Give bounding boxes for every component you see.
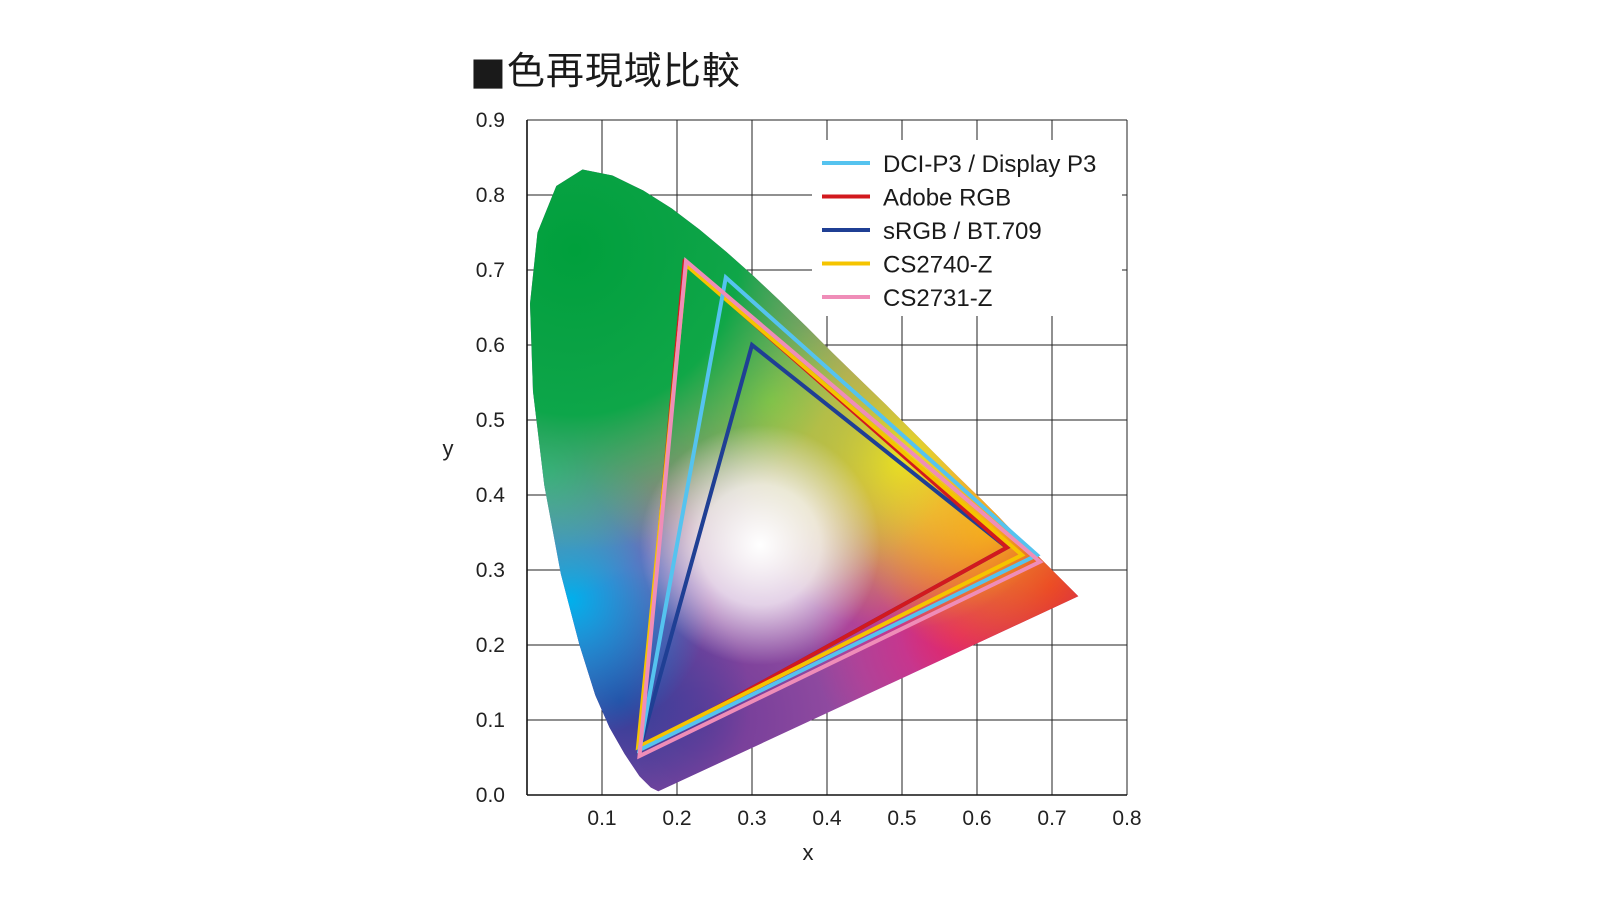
x-tick-label: 0.5: [887, 807, 916, 830]
y-tick-label: 0.7: [476, 259, 505, 282]
legend: DCI-P3 / Display P3 Adobe RGB sRGB / BT.70…: [812, 140, 1122, 316]
y-axis-label: y: [443, 436, 454, 461]
y-tick-label: 0.6: [476, 334, 505, 357]
legend-label: CS2740-Z: [883, 252, 992, 279]
y-tick-label: 0.4: [476, 484, 506, 507]
y-tick-label: 0.9: [476, 109, 505, 132]
x-tick-label: 0.1: [587, 807, 616, 830]
x-tick-label: 0.7: [1037, 807, 1066, 830]
legend-label: CS2731-Z: [883, 285, 992, 312]
chart-title: ■色再現域比較: [470, 49, 741, 93]
gamut-triangle-0: [636, 273, 1041, 754]
y-tick-label: 0.3: [476, 559, 505, 582]
tick-labels: 0.1 0.2 0.3 0.4 0.5 0.6 0.7 0.8 0.0 0.1 0.2 0.3 0.4 0…: [476, 109, 1142, 830]
x-tick-label: 0.2: [662, 807, 691, 830]
gamut-triangle-4: [637, 256, 1044, 760]
x-axis-label: x: [803, 840, 814, 865]
gamut-triangles: [635, 256, 1044, 760]
y-tick-label: 0.0: [476, 784, 505, 807]
y-tick-label: 0.8: [476, 184, 505, 207]
legend-label: DCI-P3 / Display P3: [883, 151, 1096, 178]
x-tick-label: 0.6: [962, 807, 991, 830]
legend-label: Adobe RGB: [883, 185, 1011, 212]
legend-label: sRGB / BT.709: [883, 218, 1042, 245]
x-tick-label: 0.4: [812, 807, 842, 830]
axes: [526, 120, 1127, 796]
y-tick-label: 0.5: [476, 409, 505, 432]
y-tick-label: 0.1: [476, 709, 505, 732]
x-tick-label: 0.3: [737, 807, 766, 830]
x-tick-label: 0.8: [1112, 807, 1141, 830]
y-tick-label: 0.2: [476, 634, 505, 657]
